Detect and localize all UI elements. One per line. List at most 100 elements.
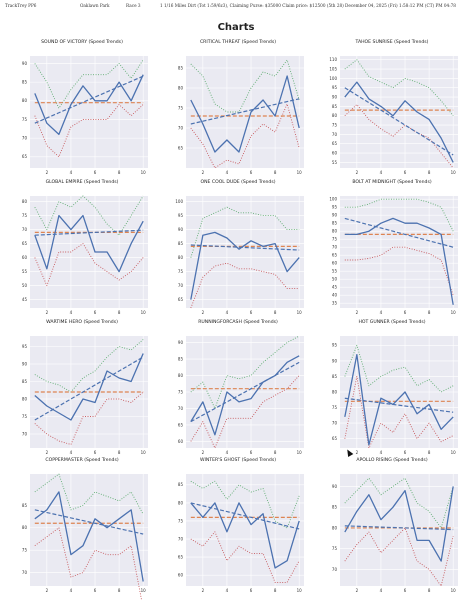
x-tick-label: 4 [226,310,229,315]
x-tick-label: 10 [297,170,303,175]
chart-svg: 70 75 80 85 2 4 6 8 10 [22,473,148,600]
x-tick-label: 4 [380,588,383,593]
y-tick-label: 80 [22,98,28,103]
y-tick-label: 85 [178,241,184,246]
y-tick-label: 80 [332,525,338,530]
speed-trend-chart: ONE COOL DUDE (Speed Trends) 65 70 75 80 85 90… [164,180,312,318]
x-tick-label: 4 [226,588,229,593]
y-tick-label: 95 [332,343,338,348]
x-tick-label: 8 [428,310,431,315]
speed-trend-chart: WINTER'S GHOST (Speed Trends) 60 65 70 75 80 8… [164,458,312,596]
y-tick-label: 70 [22,431,28,436]
speed-trend-chart: COPPERMASTER (Speed Trends) 70 75 80 85 2 4 6 8 1… [8,458,156,600]
y-tick-label: 90 [332,213,338,218]
x-tick-label: 10 [297,450,303,455]
y-tick-label: 65 [22,154,28,159]
report-header: TrackTrey PP6 Oaklawn Park Race 3 1 1/16… [0,0,472,12]
speed-series-line [34,214,144,273]
x-tick-label: 4 [70,170,73,175]
x-tick-label: 8 [118,170,121,175]
trend-series-line [344,87,454,156]
x-tick-label: 8 [428,588,431,593]
x-tick-label: 6 [250,588,253,593]
chart-svg: 35 40 45 50 55 60 65 70 75 80 85 90 95 100 2 4 6 8 10 [329,196,458,315]
trend-series-line [34,509,144,535]
y-tick-label: 85 [178,356,184,361]
y-tick-label: 85 [332,221,338,226]
y-tick-label: 75 [332,122,338,127]
y-tick-label: 75 [22,117,28,122]
y-tick-label: 75 [178,389,184,394]
y-tick-label: 110 [329,57,337,62]
x-tick-label: 4 [226,450,229,455]
chart-title: SOUND OF VICTORY (Speed Trends) [41,40,123,45]
speed-series-line [34,491,144,582]
x-tick-label: 2 [356,170,359,175]
lower-series-line [344,527,454,587]
upper-series-line [344,344,454,393]
chart-svg: 65 70 75 80 85 90 95 2 4 6 8 10 [332,336,458,455]
trend-series-line [34,75,144,124]
x-tick-label: 2 [202,170,205,175]
y-tick-label: 95 [332,205,338,210]
x-tick-label: 2 [356,310,359,315]
chart-title: BOLT AT MIDNIGHT (Speed Trends) [352,180,432,185]
y-tick-label: 55 [22,269,28,274]
lower-series-line [34,391,144,445]
upper-series-line [34,195,144,236]
speed-series-line [344,486,454,562]
y-tick-label: 85 [178,65,184,70]
y-tick-label: 55 [332,269,338,274]
x-tick-label: 6 [250,170,253,175]
speed-series-line [190,75,300,153]
speed-trend-chart: RUNNINGFORCASH (Speed Trends) 60 65 70 75 80 8… [164,320,312,458]
x-tick-label: 2 [356,450,359,455]
chart-title: GLOBAL EMPIRE (Speed Trends) [45,180,119,185]
speed-series-line [344,217,454,305]
plot-area [30,474,148,586]
upper-series-line [34,339,144,393]
y-tick-label: 75 [332,546,338,551]
app-name: TrackTrey PP6 [5,3,37,8]
y-tick-label: 75 [332,237,338,242]
plot-area [340,56,458,168]
y-tick-label: 45 [22,297,28,302]
trend-series-line [190,502,300,530]
plot-area [340,196,458,308]
x-tick-label: 2 [202,588,205,593]
lower-series-line [34,243,144,287]
y-tick-label: 70 [22,136,28,141]
chart-title: APOLLO RISING (Speed Trends) [356,458,428,463]
y-tick-label: 60 [332,150,338,155]
x-tick-label: 8 [274,588,277,593]
trend-series-line [190,98,300,125]
x-tick-label: 2 [202,450,205,455]
x-tick-label: 8 [274,450,277,455]
chart-svg: 65 70 75 80 85 2 4 6 8 10 [178,56,304,175]
y-tick-label: 75 [332,405,338,410]
chart-svg: 70 75 80 85 90 2 4 6 8 10 [332,474,458,593]
lower-series-line [344,246,454,296]
x-tick-label: 2 [46,588,49,593]
y-tick-label: 80 [178,373,184,378]
chart-title: WARTIME HERO (Speed Trends) [46,320,118,325]
y-tick-label: 95 [22,344,28,349]
y-tick-label: 105 [329,66,337,71]
y-tick-label: 85 [178,482,184,487]
x-tick-label: 10 [297,588,303,593]
speed-series-line [190,231,300,300]
y-tick-label: 75 [178,269,184,274]
plot-area [30,196,148,308]
upper-series-line [344,198,454,232]
chart-title: ONE COOL DUDE (Speed Trends) [200,180,276,185]
x-tick-label: 10 [141,588,147,593]
x-tick-label: 4 [380,310,383,315]
y-tick-label: 75 [178,518,184,523]
y-tick-label: 70 [22,570,28,575]
trend-series-line [344,525,454,531]
y-tick-label: 65 [332,253,338,258]
x-tick-label: 8 [118,588,121,593]
y-tick-label: 100 [329,76,337,81]
y-tick-label: 80 [178,255,184,260]
x-tick-label: 10 [451,588,457,593]
